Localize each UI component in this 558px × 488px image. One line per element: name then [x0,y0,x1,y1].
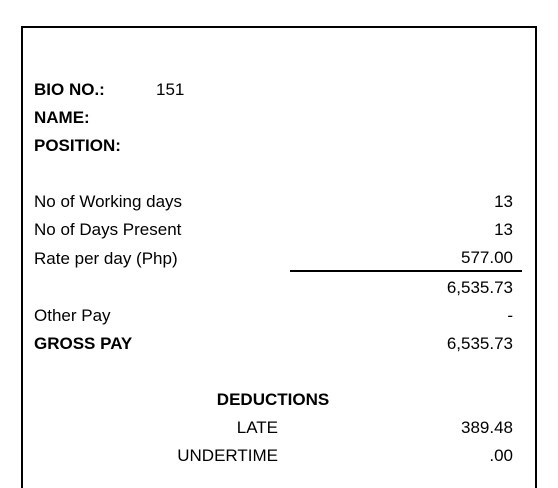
gross-pay-value: 6,535.73 [446,334,513,353]
other-pay-label: Other Pay [34,306,111,325]
working-days-value: 13 [494,192,513,211]
late-value: 389.48 [461,418,513,437]
undertime-label: UNDERTIME [177,446,278,465]
late-label: LATE [236,418,278,437]
rate-per-day-value: 577.00 [461,248,513,267]
undertime-value: .00 [489,446,513,465]
other-pay-value: - [507,306,513,325]
gross-pay-label: GROSS PAY [34,334,133,353]
days-present-label: No of Days Present [34,220,182,239]
subtotal-value: 6,535.73 [446,278,513,297]
bio-no-value: 151 [156,80,185,99]
working-days-label: No of Working days [34,192,183,211]
bio-no-label: BIO NO.: [34,80,105,99]
subtotal-rule [290,270,522,272]
deductions-title: DEDUCTIONS [216,390,330,409]
name-label: NAME: [34,108,90,127]
payslip-sheet [21,26,537,488]
rate-per-day-label: Rate per day (Php) [34,249,178,268]
days-present-value: 13 [494,220,513,239]
position-label: POSITION: [34,136,121,155]
